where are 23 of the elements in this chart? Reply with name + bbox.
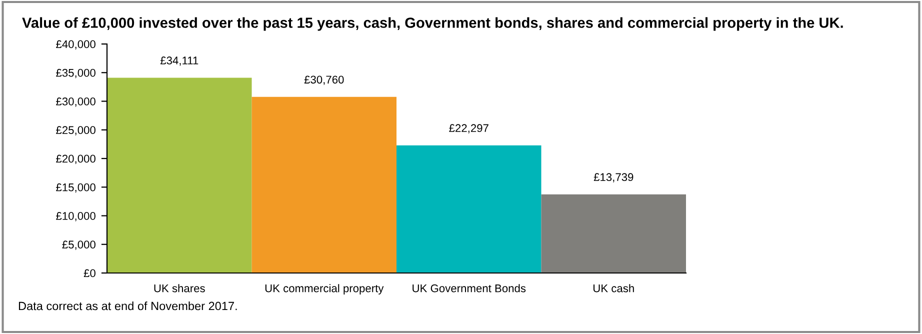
y-tick-label: £20,000 [56, 154, 96, 164]
data-label: £30,760 [304, 76, 344, 85]
y-tick-label: £10,000 [56, 212, 96, 222]
bar [107, 78, 252, 273]
x-tick-label: UK Government Bonds [412, 284, 526, 292]
data-label: £34,111 [160, 56, 198, 66]
x-tick-label: UK cash [593, 284, 634, 292]
data-label: £13,739 [594, 173, 634, 182]
y-tick-label: £40,000 [56, 40, 96, 50]
bar [396, 145, 542, 273]
y-tick-label: £35,000 [56, 68, 96, 78]
y-tick-label: £30,000 [56, 98, 96, 107]
y-tick-label: £15,000 [56, 183, 96, 193]
y-tick-label: £5,000 [62, 240, 96, 250]
x-tick-label: UK shares [154, 284, 205, 292]
chart-title: Value of £10,000 invested over the past 15 years, cash, Government bonds, shares and commercial property in the UK. [22, 17, 843, 31]
text: Data correct as at end of November 2017. [18, 301, 237, 310]
bar [541, 194, 686, 273]
x-tick-label: UK commercial property [265, 284, 384, 294]
bar [252, 96, 396, 273]
y-tick-label: £25,000 [56, 126, 96, 136]
data-label: £22,297 [449, 124, 488, 134]
y-tick-label: £0 [84, 269, 96, 278]
